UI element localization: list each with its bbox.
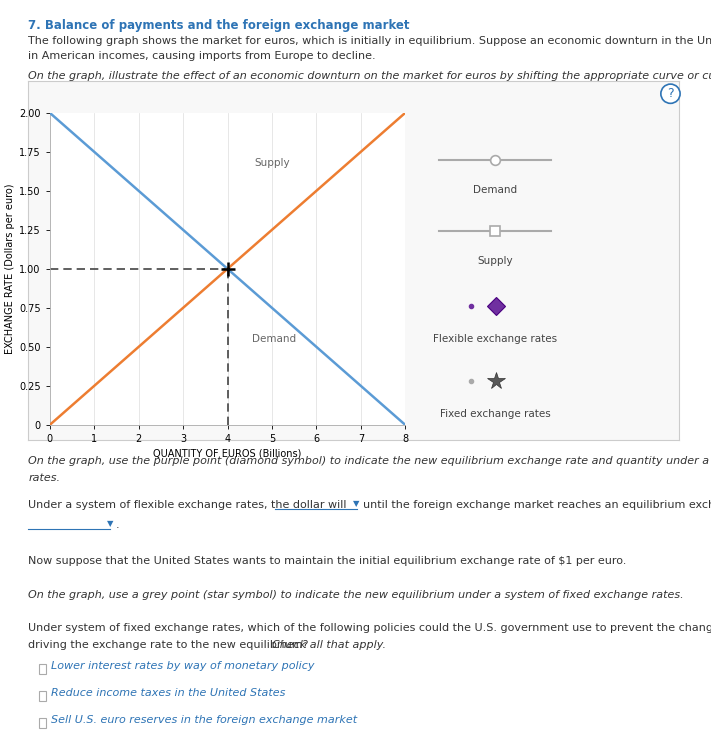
X-axis label: QUANTITY OF EUROS (Billions): QUANTITY OF EUROS (Billions): [154, 448, 301, 458]
Text: ▼: ▼: [353, 499, 360, 508]
Text: driving the exchange rate to the new equilibrium?: driving the exchange rate to the new equ…: [28, 640, 309, 650]
Text: Demand: Demand: [252, 334, 296, 344]
Text: rates.: rates.: [28, 473, 60, 483]
Text: The following graph shows the market for euros, which is initially in equilibriu: The following graph shows the market for…: [28, 36, 711, 46]
Text: On the graph, use the purple point (diamond symbol) to indicate the new equilibr: On the graph, use the purple point (diam…: [28, 456, 711, 466]
Y-axis label: EXCHANGE RATE (Dollars per euro): EXCHANGE RATE (Dollars per euro): [5, 183, 15, 354]
Text: Under system of fixed exchange rates, which of the following policies could the : Under system of fixed exchange rates, wh…: [28, 623, 711, 633]
Text: Sell U.S. euro reserves in the foreign exchange market: Sell U.S. euro reserves in the foreign e…: [51, 715, 358, 726]
Text: Supply: Supply: [477, 256, 513, 266]
Text: Demand: Demand: [473, 184, 517, 195]
Text: .: .: [116, 520, 119, 529]
Text: ▼: ▼: [107, 519, 113, 528]
Text: Supply: Supply: [255, 158, 290, 168]
Text: until the foreign exchange market reaches an equilibrium exchange rate of: until the foreign exchange market reache…: [363, 500, 711, 510]
Text: Now suppose that the United States wants to maintain the initial equilibrium exc: Now suppose that the United States wants…: [28, 556, 627, 566]
Text: Lower interest rates by way of monetary policy: Lower interest rates by way of monetary …: [51, 661, 315, 672]
Text: Check all that apply.: Check all that apply.: [265, 640, 386, 650]
Text: Flexible exchange rates: Flexible exchange rates: [433, 335, 557, 344]
Text: On the graph, use a grey point (star symbol) to indicate the new equilibrium und: On the graph, use a grey point (star sym…: [28, 590, 684, 599]
Text: Fixed exchange rates: Fixed exchange rates: [439, 409, 550, 420]
Text: ?: ?: [667, 87, 674, 100]
Text: in American incomes, causing imports from Europe to decline.: in American incomes, causing imports fro…: [28, 51, 376, 61]
Text: 7. Balance of payments and the foreign exchange market: 7. Balance of payments and the foreign e…: [28, 19, 410, 32]
Text: Under a system of flexible exchange rates, the dollar will: Under a system of flexible exchange rate…: [28, 500, 347, 510]
Text: On the graph, illustrate the effect of an economic downturn on the market for eu: On the graph, illustrate the effect of a…: [28, 71, 711, 81]
Text: Reduce income taxes in the United States: Reduce income taxes in the United States: [51, 688, 286, 699]
